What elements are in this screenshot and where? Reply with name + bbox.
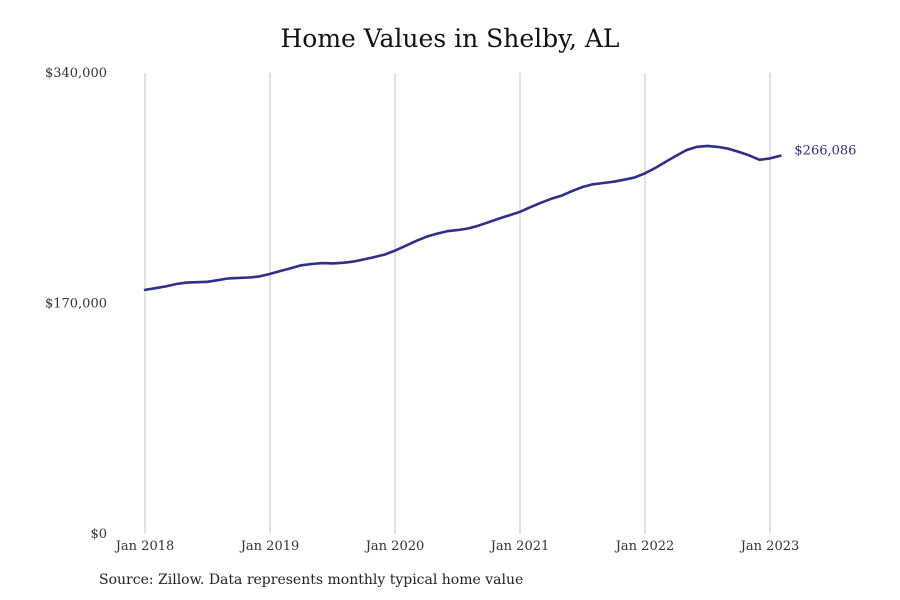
y-tick-label: $170,000 <box>45 297 107 312</box>
x-axis-ticks: Jan 2018 Jan 2019 Jan 2020 Jan 2021 Jan 2022… <box>114 539 800 554</box>
x-tick-label: Jan 2019 <box>239 539 300 554</box>
x-tick-label: Jan 2018 <box>114 539 175 554</box>
source-note: Source: Zillow. Data represents monthly … <box>99 572 524 588</box>
y-tick-label: $340,000 <box>45 66 107 81</box>
y-tick-label: $0 <box>90 527 107 542</box>
end-value-label: $266,086 <box>794 144 856 159</box>
x-tick-label: Jan 2023 <box>739 539 800 554</box>
y-axis-ticks: $0 $170,000 $340,000 <box>45 66 107 542</box>
x-tick-label: Jan 2022 <box>614 539 675 554</box>
chart-title: Home Values in Shelby, AL <box>280 24 620 53</box>
series-line-home-value <box>143 144 782 292</box>
x-tick-label: Jan 2021 <box>489 539 550 554</box>
x-tick-label: Jan 2020 <box>364 539 425 554</box>
gridlines <box>144 73 771 534</box>
